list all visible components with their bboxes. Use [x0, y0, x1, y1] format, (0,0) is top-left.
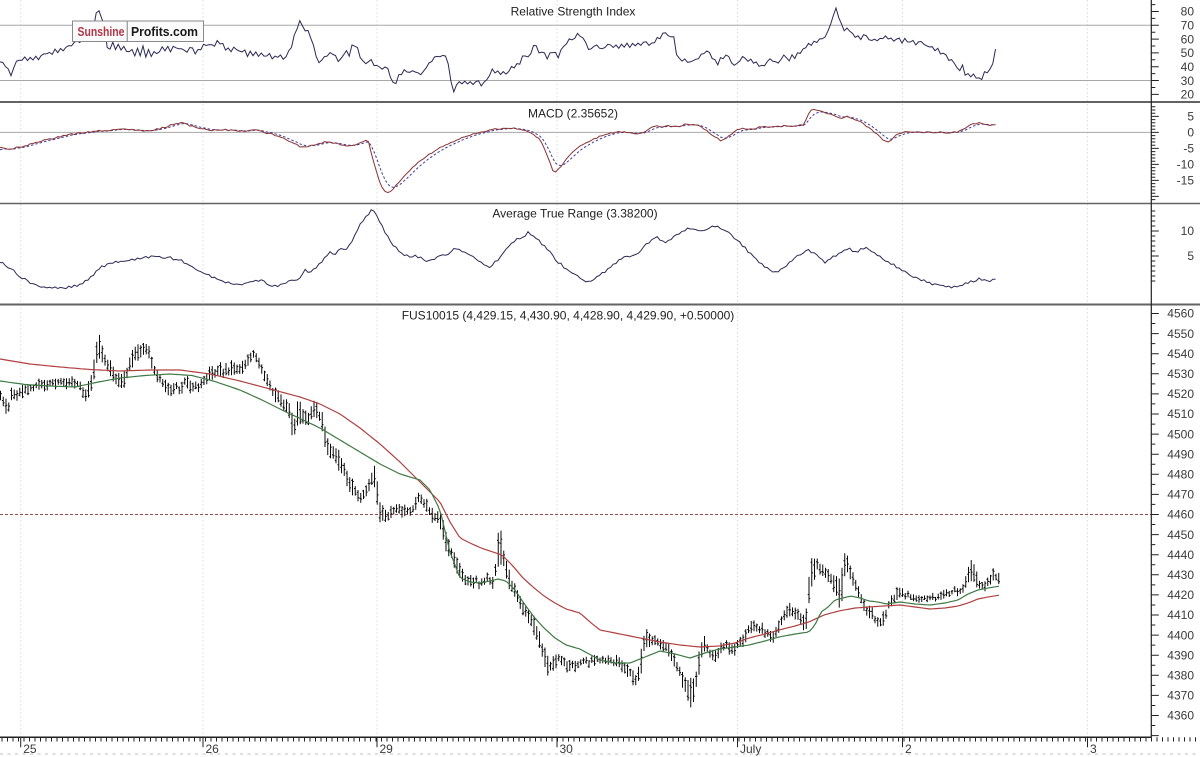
svg-text:Sunshine: Sunshine	[78, 24, 125, 39]
svg-text:29: 29	[380, 742, 394, 756]
svg-text:4410: 4410	[1167, 608, 1194, 622]
svg-text:4400: 4400	[1167, 628, 1194, 642]
svg-text:Average True Range (3.38200): Average True Range (3.38200)	[492, 207, 657, 221]
svg-text:Profits.com: Profits.com	[131, 24, 198, 39]
svg-text:2: 2	[905, 742, 912, 756]
svg-text:4430: 4430	[1167, 568, 1194, 582]
svg-text:FUS10015 (4,429.15, 4,430.90,: FUS10015 (4,429.15, 4,430.90, 4,428.90, …	[402, 309, 735, 323]
svg-text:5: 5	[1187, 249, 1194, 263]
svg-text:Relative Strength Index: Relative Strength Index	[511, 5, 636, 19]
svg-text:4370: 4370	[1167, 689, 1194, 703]
svg-text:-10: -10	[1177, 158, 1195, 172]
svg-text:60: 60	[1181, 32, 1195, 46]
svg-text:25: 25	[23, 742, 37, 756]
svg-text:70: 70	[1181, 19, 1195, 33]
svg-text:4520: 4520	[1167, 387, 1194, 401]
svg-text:4540: 4540	[1167, 347, 1194, 361]
svg-text:30: 30	[560, 742, 574, 756]
svg-text:4360: 4360	[1167, 709, 1194, 723]
svg-text:4380: 4380	[1167, 669, 1194, 683]
svg-text:4490: 4490	[1167, 447, 1194, 461]
svg-text:20: 20	[1181, 88, 1195, 102]
svg-text:4550: 4550	[1167, 327, 1194, 341]
svg-text:4440: 4440	[1167, 548, 1194, 562]
svg-text:4560: 4560	[1167, 307, 1194, 321]
svg-text:0: 0	[1187, 126, 1194, 140]
svg-text:4390: 4390	[1167, 648, 1194, 662]
svg-text:MACD (2.35652): MACD (2.35652)	[528, 107, 618, 121]
svg-text:4480: 4480	[1167, 468, 1194, 482]
svg-text:3: 3	[1090, 742, 1097, 756]
svg-text:4500: 4500	[1167, 427, 1194, 441]
svg-text:26: 26	[206, 742, 220, 756]
svg-text:-5: -5	[1183, 142, 1194, 156]
svg-text:-15: -15	[1177, 174, 1195, 188]
svg-text:30: 30	[1181, 74, 1195, 88]
svg-text:4530: 4530	[1167, 367, 1194, 381]
svg-text:4450: 4450	[1167, 528, 1194, 542]
svg-text:40: 40	[1181, 60, 1195, 74]
svg-text:5: 5	[1187, 110, 1194, 124]
svg-text:80: 80	[1181, 5, 1195, 19]
svg-text:July: July	[740, 742, 761, 756]
svg-text:4470: 4470	[1167, 488, 1194, 502]
svg-text:10: 10	[1181, 224, 1195, 238]
svg-text:50: 50	[1181, 46, 1195, 60]
svg-text:4510: 4510	[1167, 407, 1194, 421]
svg-text:4460: 4460	[1167, 508, 1194, 522]
svg-text:4420: 4420	[1167, 588, 1194, 602]
